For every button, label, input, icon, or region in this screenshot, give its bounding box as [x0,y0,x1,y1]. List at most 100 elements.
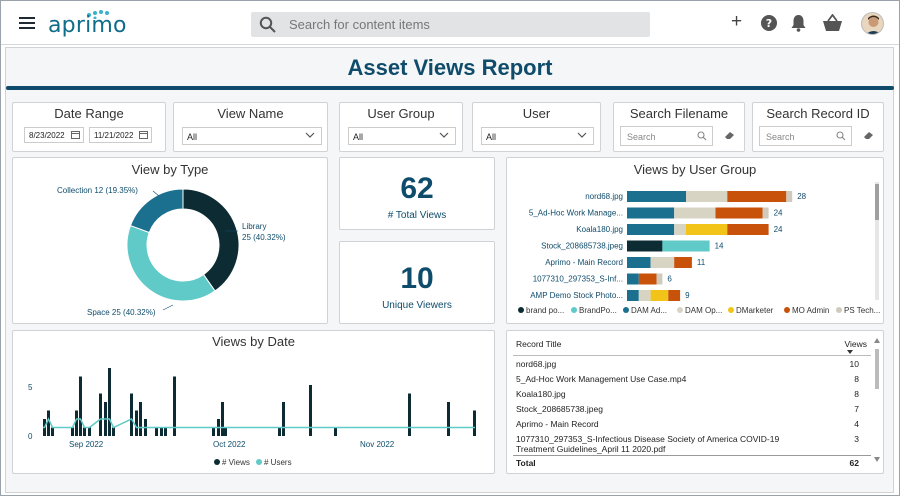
bell-icon[interactable] [790,14,807,32]
donut-slice-space[interactable] [126,224,216,302]
start-date-input[interactable]: 8/23/2022 [24,127,84,143]
bar-segment[interactable] [674,257,692,268]
bar-segment[interactable] [686,191,728,202]
aprimo-logo[interactable]: aprimo [48,13,127,38]
bar-segment[interactable] [627,207,675,219]
views-bar[interactable] [212,427,215,437]
bar-segment[interactable] [638,273,657,285]
search-icon[interactable] [836,131,846,141]
views-bar[interactable] [447,402,450,436]
bar-segment[interactable] [627,290,639,301]
eraser-icon[interactable] [863,131,874,140]
bar-segment[interactable] [627,240,663,252]
views-bar[interactable] [164,427,167,437]
legend-label[interactable]: DAM Op... [685,306,722,315]
views-bar[interactable] [108,368,111,436]
views-bar[interactable] [221,402,224,436]
user-select[interactable]: All [481,127,594,145]
scroll-down-icon[interactable] [874,457,880,462]
scrollbar-thumb[interactable] [875,184,879,220]
search-record-id-input[interactable]: Search [759,126,852,146]
views-bar[interactable] [160,427,163,437]
views-bar[interactable] [47,410,50,437]
bar-segment[interactable] [674,224,686,235]
bar-segment[interactable] [627,224,675,235]
category-label[interactable]: Stock_208685738.jpeg [541,242,623,251]
basket-icon[interactable] [822,14,843,32]
legend-label[interactable]: brand po... [526,306,564,315]
eraser-icon[interactable] [724,131,735,140]
scrollbar-track[interactable] [875,182,879,300]
bar-segment[interactable] [656,273,663,285]
views-bar[interactable] [83,427,86,437]
category-label[interactable]: 5_Ad-Hoc Work Manage... [529,209,623,218]
global-search-input[interactable] [289,15,639,34]
bar-segment[interactable] [674,207,716,219]
bar-segment[interactable] [662,240,710,252]
header-views[interactable]: Views [844,339,867,349]
views-bar[interactable] [112,427,115,437]
views-bar[interactable] [309,385,312,436]
category-label[interactable]: 1077310_297353_S-Inf... [533,275,623,284]
calendar-icon[interactable] [139,130,148,139]
header-record-title[interactable]: Record Title [516,339,562,349]
views-bar[interactable] [88,427,91,437]
views-bar[interactable] [139,402,142,436]
views-bar[interactable] [71,427,74,437]
bar-segment[interactable] [650,257,675,268]
views-bar[interactable] [79,376,82,437]
table-scroll-thumb[interactable] [875,349,879,389]
calendar-icon[interactable] [71,130,80,139]
views-bar[interactable] [135,410,138,437]
bar-segment[interactable] [627,191,686,202]
views-bar[interactable] [334,427,337,437]
views-bar[interactable] [130,393,133,437]
category-label[interactable]: Koala180.jpg [576,225,623,234]
bar-segment[interactable] [627,257,651,268]
bar-segment[interactable] [686,224,728,235]
view-name-select[interactable]: All [182,127,322,145]
bar-segment[interactable] [650,290,669,301]
legend-label[interactable]: DAM Ad... [631,306,667,315]
table-scrollbar[interactable] [873,335,881,465]
views-bar[interactable] [473,410,476,437]
category-label[interactable]: AMP Demo Stock Photo... [530,291,623,300]
donut-slice-library[interactable] [182,188,240,292]
views-bar[interactable] [282,402,285,436]
legend-label[interactable]: BrandPo... [579,306,617,315]
table-row[interactable]: 1077310_297353_S-Infectious Disease Soci… [507,434,883,454]
views-bar[interactable] [224,427,227,437]
bar-segment[interactable] [627,273,639,285]
donut-slice-collection[interactable] [129,188,184,234]
legend-label[interactable]: MO Admin [792,306,829,315]
legend-label[interactable]: PS Tech... [844,306,880,315]
views-bar[interactable] [173,376,176,437]
menu-icon[interactable] [19,17,35,29]
help-icon[interactable]: ? [760,14,778,32]
search-filename-input[interactable]: Search [620,126,713,146]
bar-segment[interactable] [727,191,787,202]
views-bar[interactable] [99,393,102,437]
views-bar[interactable] [278,427,281,437]
table-row[interactable]: nord68.jpg 10 [507,359,883,374]
table-row[interactable]: 5_Ad-Hoc Work Management Use Case.mp4 8 [507,374,883,389]
bar-segment[interactable] [727,224,769,235]
bar-segment[interactable] [638,290,651,301]
add-button[interactable]: + [731,11,743,32]
bar-segment[interactable] [762,207,769,219]
scroll-up-icon[interactable] [874,338,880,343]
search-icon[interactable] [697,131,707,141]
category-label[interactable]: Aprimo - Main Record [545,258,623,267]
sort-desc-icon[interactable] [847,350,853,354]
views-bar[interactable] [75,410,78,437]
bar-segment[interactable] [668,290,681,301]
table-row[interactable]: Koala180.jpg 8 [507,389,883,404]
end-date-input[interactable]: 11/21/2022 [89,127,152,143]
global-search[interactable] [251,12,650,37]
views-bar[interactable] [155,427,158,437]
bar-segment[interactable] [786,191,793,202]
legend-label[interactable]: DMarketer [736,306,774,315]
table-row[interactable]: Stock_208685738.jpeg 7 [507,404,883,419]
user-avatar[interactable] [861,12,884,35]
bar-segment[interactable] [715,207,763,219]
